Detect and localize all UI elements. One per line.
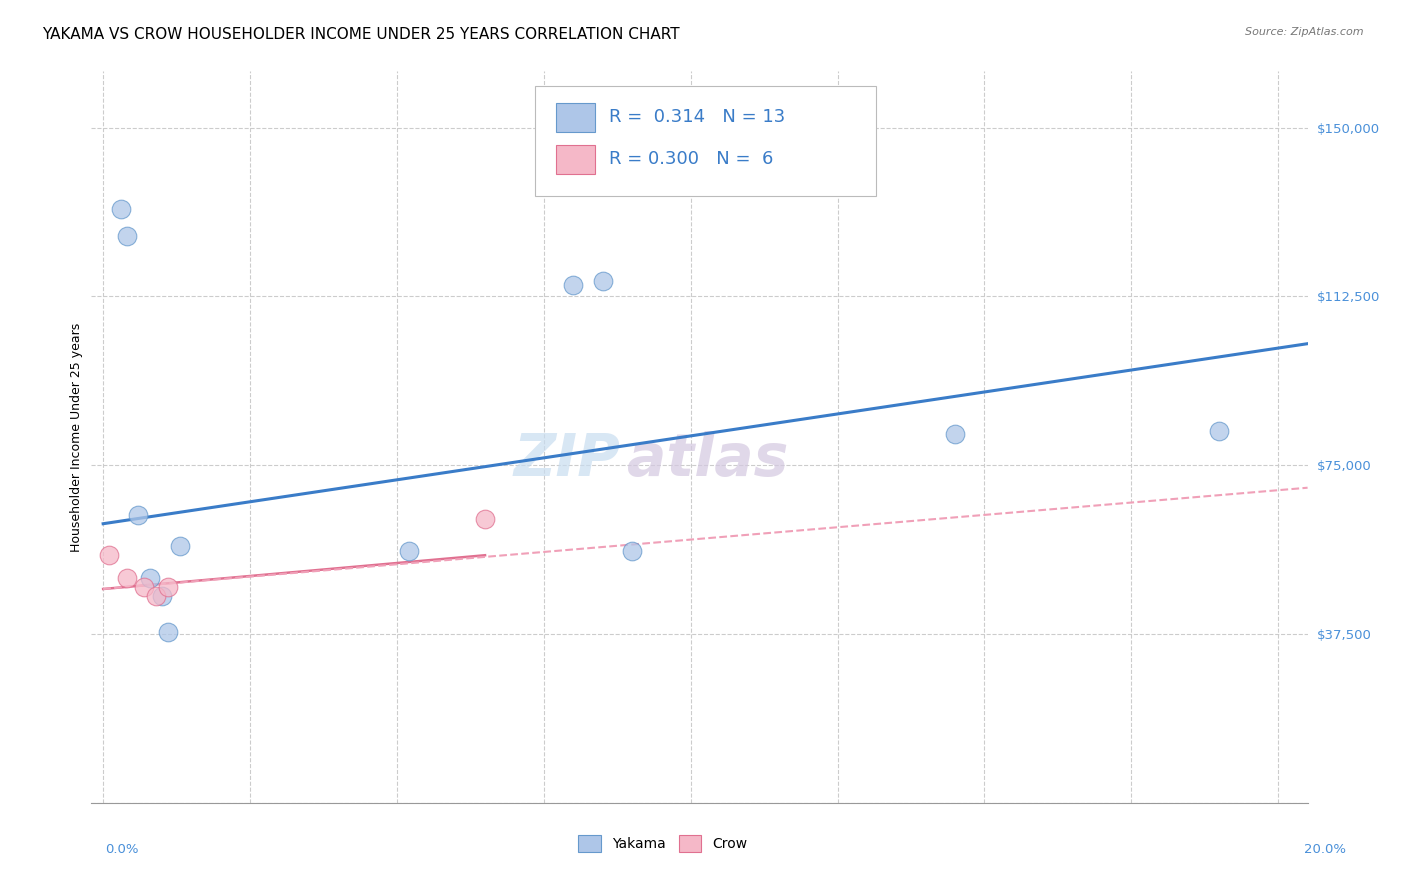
Text: 20.0%: 20.0%: [1303, 843, 1346, 856]
Point: [474, 512, 496, 526]
Point: [127, 508, 149, 522]
Point: [156, 580, 179, 594]
Legend: Yakama, Crow: Yakama, Crow: [572, 829, 754, 858]
FancyBboxPatch shape: [555, 103, 595, 132]
Text: ZIP: ZIP: [513, 431, 620, 488]
Point: [115, 571, 138, 585]
Point: [398, 543, 420, 558]
Text: R =  0.314   N = 13: R = 0.314 N = 13: [609, 109, 786, 127]
Text: YAKAMA VS CROW HOUSEHOLDER INCOME UNDER 25 YEARS CORRELATION CHART: YAKAMA VS CROW HOUSEHOLDER INCOME UNDER …: [42, 27, 681, 42]
Text: Source: ZipAtlas.com: Source: ZipAtlas.com: [1246, 27, 1364, 37]
Point: [620, 543, 643, 558]
Point: [134, 580, 156, 594]
Point: [943, 426, 966, 441]
Point: [110, 202, 132, 216]
Point: [562, 278, 585, 293]
Text: 0.0%: 0.0%: [105, 843, 139, 856]
Text: atlas: atlas: [627, 431, 787, 488]
Point: [156, 624, 179, 639]
Point: [169, 539, 191, 553]
Point: [139, 571, 162, 585]
Point: [1208, 425, 1230, 439]
Point: [150, 589, 173, 603]
Text: R = 0.300   N =  6: R = 0.300 N = 6: [609, 150, 773, 168]
Y-axis label: Householder Income Under 25 years: Householder Income Under 25 years: [70, 322, 83, 552]
Point: [592, 274, 614, 288]
FancyBboxPatch shape: [536, 86, 876, 195]
Point: [145, 589, 167, 603]
Point: [115, 228, 138, 243]
Point: [98, 548, 121, 562]
FancyBboxPatch shape: [555, 145, 595, 174]
